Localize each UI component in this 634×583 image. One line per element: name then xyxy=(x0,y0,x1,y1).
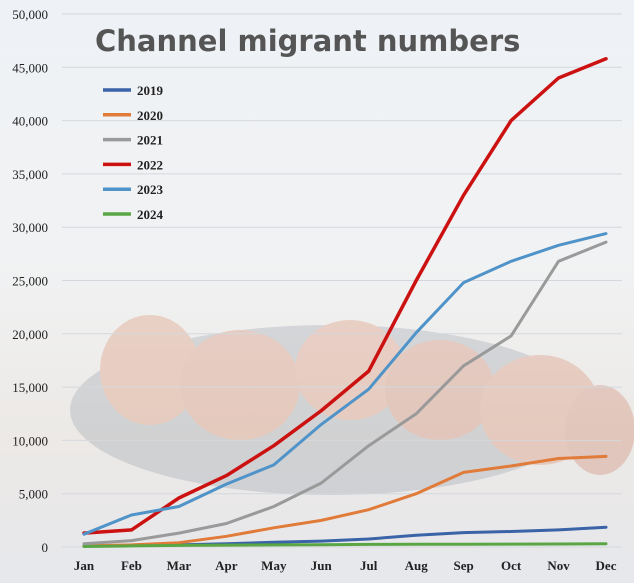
legend-label: 2024 xyxy=(137,207,164,222)
series-line-2021 xyxy=(82,240,608,546)
legend-item-2021: 2021 xyxy=(103,133,163,148)
x-tick-label: Mar xyxy=(167,558,192,573)
legend-label: 2022 xyxy=(137,157,163,172)
y-tick-label: 0 xyxy=(42,540,49,555)
legend-item-2023: 2023 xyxy=(103,182,164,197)
y-axis: 0 5,000 10,000 15,000 20,000 25,000 30,000 35,0… xyxy=(12,7,48,555)
x-tick-label: May xyxy=(261,558,287,573)
series-line-2023 xyxy=(82,232,608,536)
legend-label: 2021 xyxy=(137,133,163,148)
y-tick-label: 45,000 xyxy=(12,60,48,75)
legend-label: 2019 xyxy=(137,83,164,98)
x-tick-label: Oct xyxy=(501,558,522,573)
y-tick-label: 5,000 xyxy=(19,487,48,502)
series-line-2022 xyxy=(82,57,608,535)
series-line-2020 xyxy=(82,454,608,548)
series-line-2024 xyxy=(82,542,608,548)
y-tick-label: 50,000 xyxy=(12,7,48,22)
y-tick-label: 20,000 xyxy=(12,327,48,342)
x-axis: Jan Feb Mar Apr May Jun Jul Aug Sep Oct Nov Dec xyxy=(74,558,617,573)
legend-item-2020: 2020 xyxy=(103,108,163,123)
x-tick-label: Dec xyxy=(596,558,617,573)
x-tick-label: Jan xyxy=(74,558,95,573)
x-tick-label: Nov xyxy=(547,558,570,573)
legend-label: 2023 xyxy=(137,182,164,197)
background-photo xyxy=(70,315,634,495)
chart-title: Channel migrant numbers xyxy=(95,24,520,58)
y-tick-label: 30,000 xyxy=(12,220,48,235)
x-tick-label: Apr xyxy=(215,558,238,573)
legend-label: 2020 xyxy=(137,108,163,123)
y-tick-label: 25,000 xyxy=(12,274,48,289)
legend-item-2024: 2024 xyxy=(103,207,164,222)
y-tick-label: 15,000 xyxy=(12,380,48,395)
series-lines xyxy=(82,57,608,548)
legend-item-2022: 2022 xyxy=(103,157,163,172)
legend: 2019 2020 2021 2022 2023 2024 xyxy=(103,83,164,222)
legend-item-2019: 2019 xyxy=(103,83,164,98)
x-tick-label: Feb xyxy=(121,558,142,573)
y-tick-label: 35,000 xyxy=(12,167,48,182)
x-tick-label: Jul xyxy=(360,558,378,573)
x-tick-label: Sep xyxy=(454,558,474,573)
y-tick-label: 40,000 xyxy=(12,114,48,129)
y-tick-label: 10,000 xyxy=(12,433,48,448)
x-tick-label: Jun xyxy=(311,558,333,573)
x-tick-label: Aug xyxy=(405,558,429,573)
grid-lines xyxy=(62,13,622,548)
